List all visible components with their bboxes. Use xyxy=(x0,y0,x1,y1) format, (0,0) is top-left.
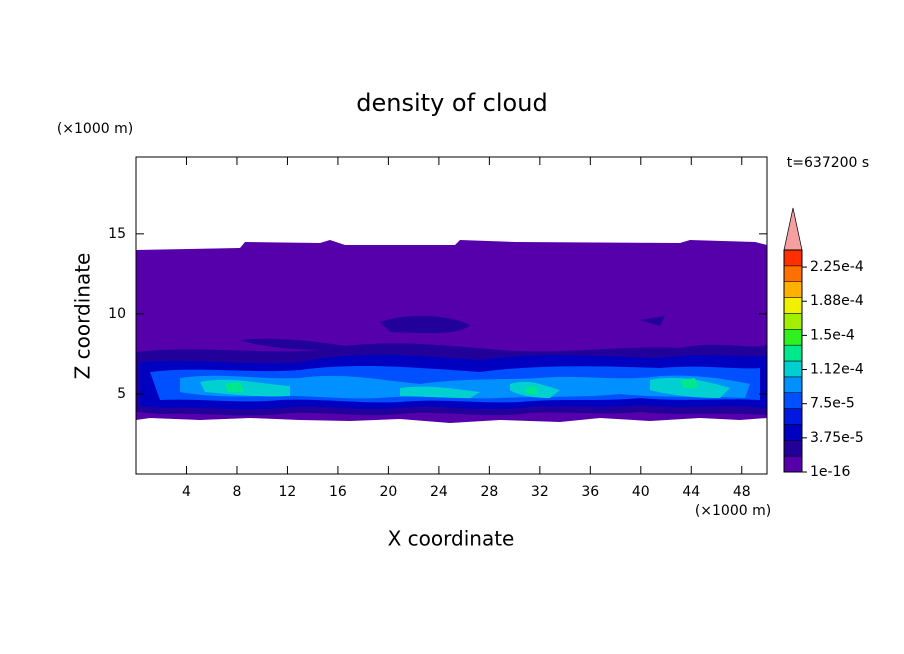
colorbar-tick-label: 1.5e-4 xyxy=(810,327,855,343)
colorbar-band xyxy=(783,408,803,425)
x-tick-label: 12 xyxy=(279,484,297,500)
colorbar-tick-label: 3.75e-5 xyxy=(810,430,864,446)
colorbar-band xyxy=(783,281,803,298)
colorbar-band xyxy=(783,265,803,282)
x-unit: (×1000 m) xyxy=(695,503,771,519)
cloud-field xyxy=(136,240,767,423)
colorbar-band xyxy=(783,344,803,362)
x-tick-label: 40 xyxy=(632,484,650,500)
plot-frame xyxy=(135,156,768,475)
y-tick-label: 15 xyxy=(108,226,126,242)
colorbar-band xyxy=(783,249,803,267)
x-tick-label: 20 xyxy=(379,484,397,500)
x-tick-label: 16 xyxy=(329,484,347,500)
colorbar-band xyxy=(783,455,803,473)
time-annotation: t=637200 s xyxy=(787,155,869,171)
x-axis-label: X coordinate xyxy=(388,527,515,551)
x-tick-label: 28 xyxy=(480,484,498,500)
colorbar-tick-label: 2.25e-4 xyxy=(810,259,864,275)
colorbar-tick-label: 1.12e-4 xyxy=(810,362,864,378)
x-tick-label: 48 xyxy=(733,484,751,500)
x-tick-label: 24 xyxy=(430,484,448,500)
colorbar-band xyxy=(783,329,803,346)
colorbar-band xyxy=(783,392,803,409)
colorbar-extension xyxy=(783,207,803,251)
colorbar-band xyxy=(783,313,803,330)
y-unit: (×1000 m) xyxy=(57,121,133,137)
colorbar-band xyxy=(783,440,803,457)
x-tick-label: 32 xyxy=(531,484,549,500)
colorbar-tick-label: 1e-16 xyxy=(810,464,850,480)
y-axis-label: Z coordinate xyxy=(71,253,95,380)
x-tick-label: 36 xyxy=(581,484,599,500)
x-tick-label: 44 xyxy=(682,484,700,500)
colorbar-frame xyxy=(783,249,803,473)
chart-title: density of cloud xyxy=(356,89,547,117)
y-tick-label: 10 xyxy=(108,306,126,322)
colorbar-band xyxy=(783,424,803,441)
y-tick-label: 5 xyxy=(117,386,126,402)
colorbar-band xyxy=(783,376,803,393)
colorbar-tick-label: 7.5e-5 xyxy=(810,396,855,412)
x-tick-label: 8 xyxy=(232,484,241,500)
colorbar-band xyxy=(783,360,803,378)
colorbar-band xyxy=(783,297,803,314)
x-tick-label: 4 xyxy=(182,484,191,500)
colorbar-tick-label: 1.88e-4 xyxy=(810,293,864,309)
